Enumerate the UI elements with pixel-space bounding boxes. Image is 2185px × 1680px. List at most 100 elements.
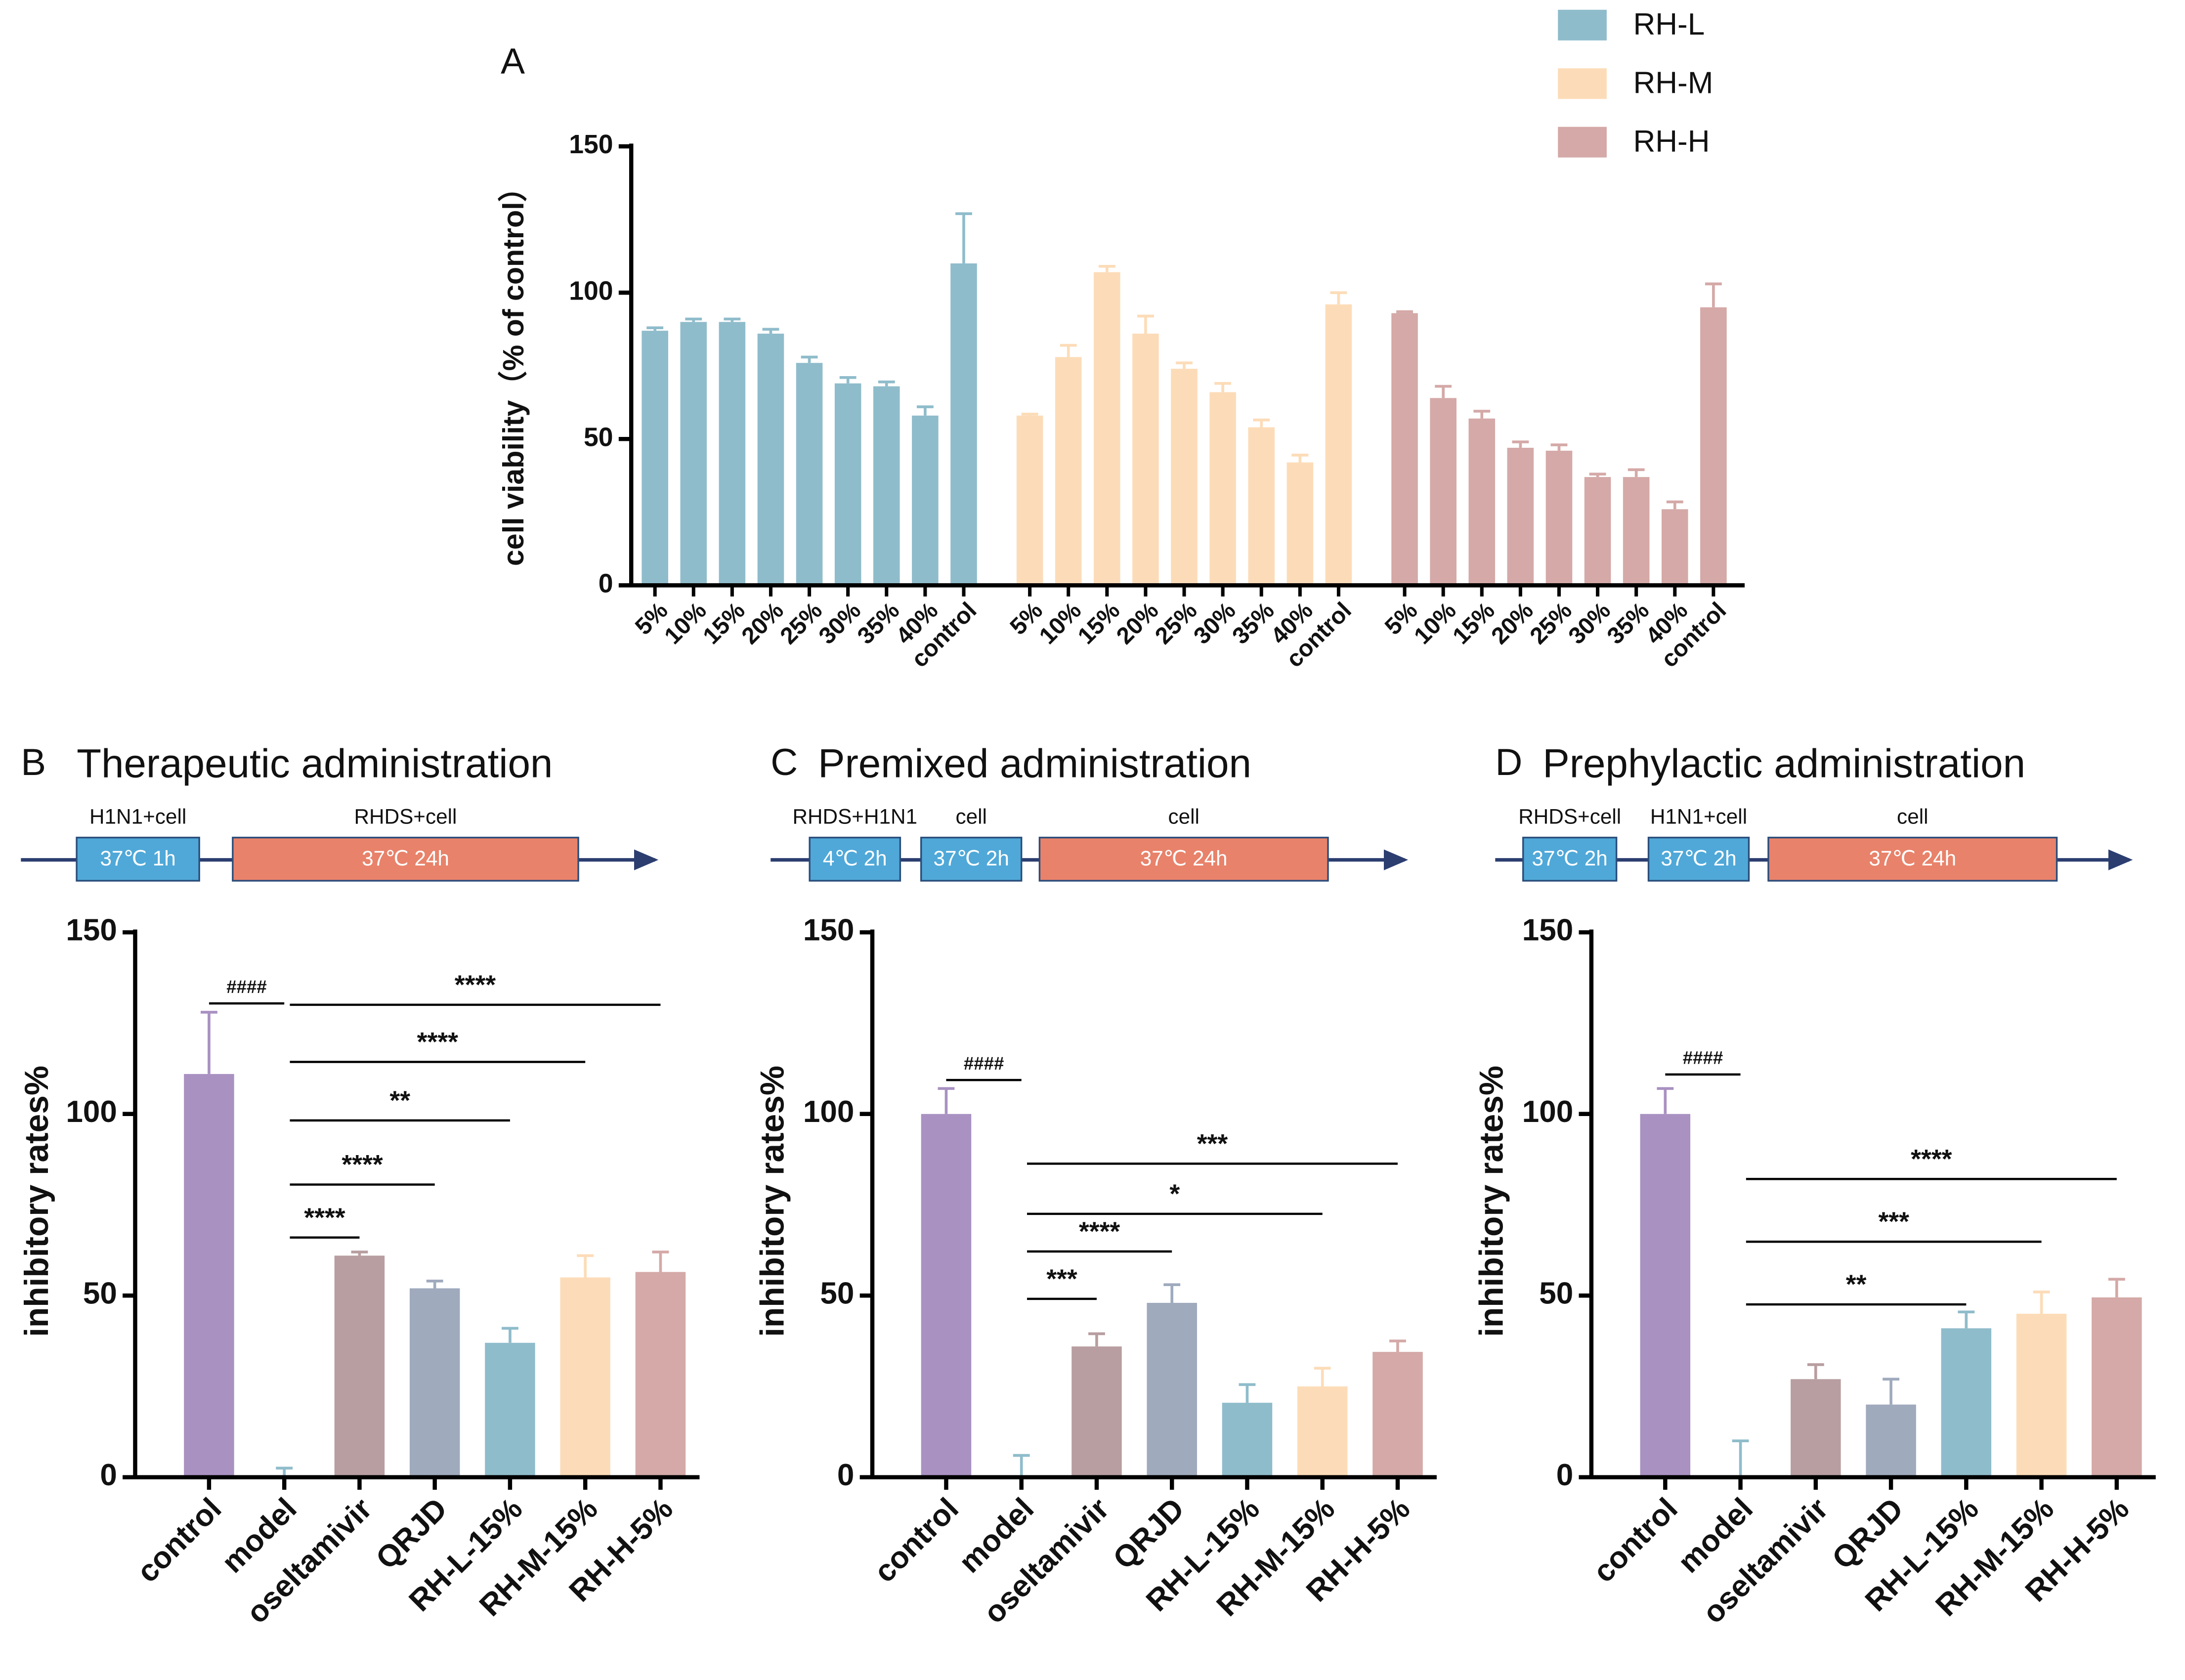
y-axis-label: cell viability（% of control） [497,172,530,566]
y-tick-label: 0 [100,1458,117,1492]
y-axis-label: inhibitory rates% [18,1066,55,1337]
bar [1391,313,1418,586]
legend-swatch [1558,68,1607,99]
bar [719,322,746,586]
x-tick-label: 25% [775,598,827,649]
x-tick-label: 15% [1073,598,1125,649]
bar [1866,1404,1916,1477]
significance-label: *** [1197,1129,1228,1159]
panel-label: A [501,41,525,82]
protocol-box-text: 37℃ 2h [1532,847,1608,870]
significance-label: #### [1683,1048,1723,1068]
bar [1372,1352,1423,1477]
bar [1468,418,1496,586]
x-tick-label: 35% [1602,598,1654,649]
bar [642,331,668,586]
x-tick-label: 10% [659,598,711,649]
protocol-box-text: 37℃ 24h [362,847,449,870]
panel-label: C [771,741,798,783]
bar [485,1342,535,1477]
bar [560,1277,610,1477]
significance-label: **** [417,1028,459,1057]
protocol-box-text: 37℃ 24h [1140,847,1228,870]
protocol-step-label: RHDS+cell [1518,805,1621,828]
legend-swatch [1558,9,1607,41]
y-axis-label: inhibitory rates% [754,1066,791,1337]
panel-label: B [21,741,46,783]
x-tick-label: 25% [1150,598,1202,649]
protocol-box-text: 37℃ 2h [1661,847,1736,870]
bar [1297,1386,1348,1477]
protocol-box [809,836,901,882]
y-axis-label: inhibitory rates% [1473,1066,1510,1337]
protocol-step-label: H1N1+cell [1650,805,1747,828]
y-tick-label: 0 [1556,1458,1574,1492]
bar [1941,1328,1992,1477]
y-tick-label: 150 [569,130,613,159]
x-tick-label: 25% [1525,598,1577,649]
significance-label: #### [226,977,267,997]
bar [1071,1346,1122,1477]
legend-label: RH-H [1633,125,1710,159]
bar [950,263,977,586]
bar [184,1074,234,1477]
significance-label: **** [1911,1145,1952,1174]
protocol-box [1522,836,1618,882]
protocol-box-text: 37℃ 24h [1869,847,1956,870]
bar [2092,1297,2142,1477]
legend-label: RH-L [1633,7,1705,42]
protocol-step-label: H1N1+cell [89,805,186,828]
bar [334,1255,385,1477]
x-tick-label: control [130,1492,228,1589]
bar [1430,398,1457,586]
y-tick-label: 50 [820,1277,854,1311]
bar [834,383,861,586]
x-tick-label: 35% [853,598,904,649]
y-tick-label: 0 [837,1458,855,1492]
bar [1545,450,1573,586]
protocol-step-label: RHDS+cell [354,805,457,828]
bar [912,415,939,586]
protocol-box [920,836,1023,882]
protocol-box [1767,836,2058,882]
y-tick-label: 0 [599,569,613,598]
bar [1623,477,1650,586]
bar [635,1272,686,1477]
bar [796,363,823,586]
significance-label: **** [304,1203,345,1232]
significance-label: **** [455,970,496,999]
x-tick-label: control [1586,1492,1684,1589]
significance-label: #### [964,1053,1004,1074]
significance-label: **** [342,1150,383,1179]
bar [921,1114,972,1477]
x-tick-label: 15% [698,598,750,649]
x-tick-label: 30% [814,598,866,649]
panel-label: D [1495,741,1522,783]
x-tick-label: 20% [1112,598,1163,649]
x-tick-label: 35% [1227,598,1279,649]
bar [1507,447,1534,586]
y-tick-label: 150 [1522,913,1573,948]
bar [1209,392,1236,586]
bar [873,386,900,586]
protocol-box [76,836,200,882]
x-tick-label: 15% [1448,598,1500,649]
bar [757,334,784,586]
x-tick-label: 10% [1409,598,1461,649]
panel-title: Premixed administration [818,741,1251,786]
x-tick-label: 30% [1564,598,1616,649]
y-tick-label: 150 [803,913,854,948]
y-tick-label: 100 [803,1095,854,1129]
y-tick-label: 50 [1539,1277,1573,1311]
panel-title: Prephylactic administration [1542,741,2025,786]
significance-label: *** [1046,1264,1077,1293]
y-tick-label: 150 [66,913,117,948]
bar [1791,1379,1841,1477]
bar [1016,415,1043,586]
bar [1661,509,1688,586]
bar [1055,357,1082,586]
legend-label: RH-M [1633,66,1713,100]
bar [1132,334,1159,586]
protocol-step-label: RHDS+H1N1 [792,805,917,828]
